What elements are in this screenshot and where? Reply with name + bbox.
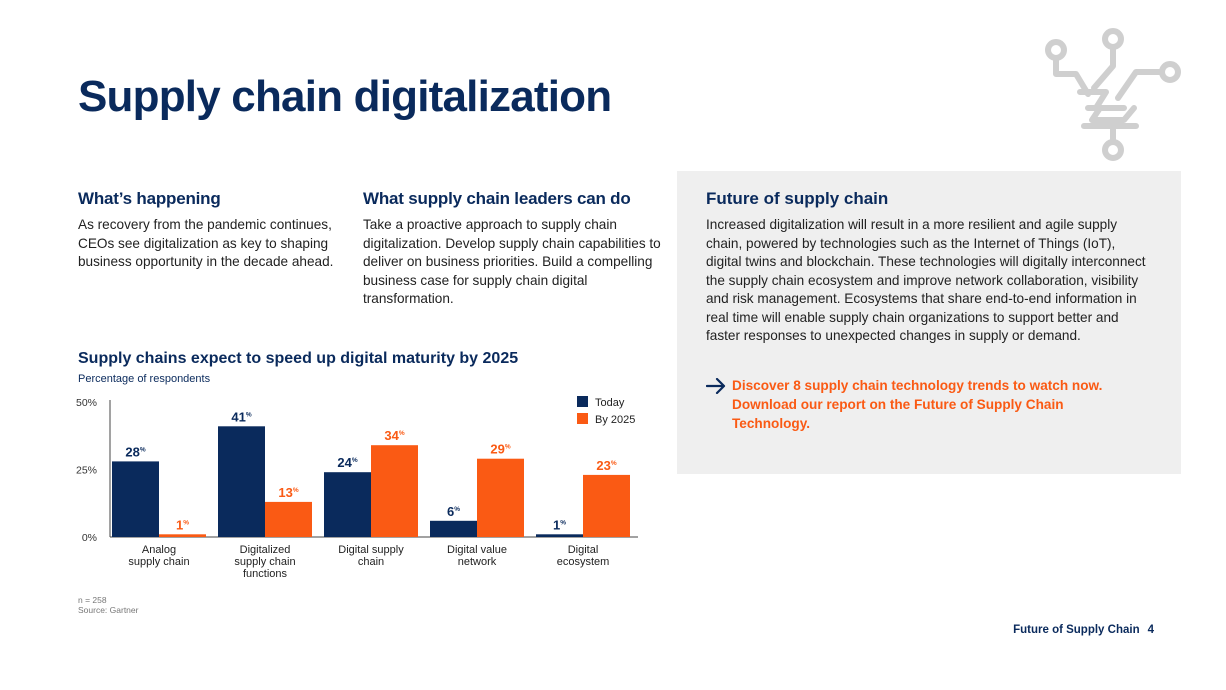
report-link-text[interactable]: Discover 8 supply chain technology trend… <box>732 378 1103 431</box>
data-label: 29% <box>490 442 510 457</box>
report-link[interactable]: Discover 8 supply chain technology trend… <box>705 376 1126 433</box>
data-label: 1% <box>176 517 189 532</box>
section-heading: What supply chain leaders can do <box>363 189 631 208</box>
x-tick-label: Digital value network <box>447 544 507 568</box>
chart-subtitle: Percentage of respondents <box>78 373 211 385</box>
data-label: 23% <box>596 458 616 473</box>
data-label: 6% <box>447 504 460 519</box>
bar-today <box>112 461 159 537</box>
section-body: As recovery from the pandemic continues,… <box>78 217 334 269</box>
x-tick-label: Digital ecosystem <box>557 544 610 568</box>
leaders-can-do-section: What supply chain leaders can do Take a … <box>363 189 663 309</box>
chart-title: Supply chains expect to speed up digital… <box>78 350 519 367</box>
y-tick-label: 25% <box>76 465 97 477</box>
bar-by-2025 <box>159 534 206 537</box>
whats-happening-section: What’s happening As recovery from the pa… <box>78 189 340 272</box>
legend-label: By 2025 <box>595 414 635 426</box>
bar-today <box>430 520 477 537</box>
section-heading: What’s happening <box>78 189 221 208</box>
footer-label: Future of Supply Chain <box>1013 624 1140 636</box>
bar-by-2025 <box>265 501 312 537</box>
bar-by-2025 <box>371 445 418 537</box>
page-number: 4 <box>1147 624 1154 636</box>
data-label: 41% <box>231 409 251 424</box>
y-tick-label: 50% <box>76 397 97 409</box>
page-footer: Future of Supply Chain 4 <box>1013 624 1154 636</box>
bar-today <box>218 426 265 537</box>
page-title: Supply chain digitalization <box>78 72 612 121</box>
x-tick-label: Analog supply chain <box>128 544 189 568</box>
digital-maturity-bar-chart: 0% 25% 50% 28% 1% Analog supply chain 41% 13% Dig… <box>76 396 638 580</box>
data-label: 34% <box>384 428 404 443</box>
legend-label: Today <box>595 397 625 409</box>
x-tick-label: Digitalized supply chain functions <box>234 544 295 580</box>
legend-swatch <box>577 413 588 424</box>
future-of-supply-chain-panel: Future of supply chain Increased digital… <box>677 171 1181 474</box>
section-body: Take a proactive approach to supply chai… <box>363 217 661 306</box>
bar-by-2025 <box>477 458 524 537</box>
panel-heading: Future of supply chain <box>706 189 889 208</box>
bar-today <box>324 472 371 537</box>
x-tick-label: Digital supply chain <box>338 544 404 568</box>
bar-by-2025 <box>583 474 630 537</box>
y-tick-label: 0% <box>82 532 97 544</box>
legend-swatch <box>577 396 588 407</box>
data-label: 28% <box>125 444 145 459</box>
panel-body: Increased digitalization will result in … <box>706 217 1146 343</box>
bar-today <box>536 534 583 537</box>
data-label: 13% <box>278 485 298 500</box>
arrow-right-icon <box>705 376 732 433</box>
source-note: Source: Gartner <box>78 605 139 615</box>
sample-size-note: n = 258 <box>78 595 107 605</box>
circuit-icon <box>1045 28 1181 161</box>
data-label: 1% <box>553 517 566 532</box>
data-label: 24% <box>337 455 357 470</box>
